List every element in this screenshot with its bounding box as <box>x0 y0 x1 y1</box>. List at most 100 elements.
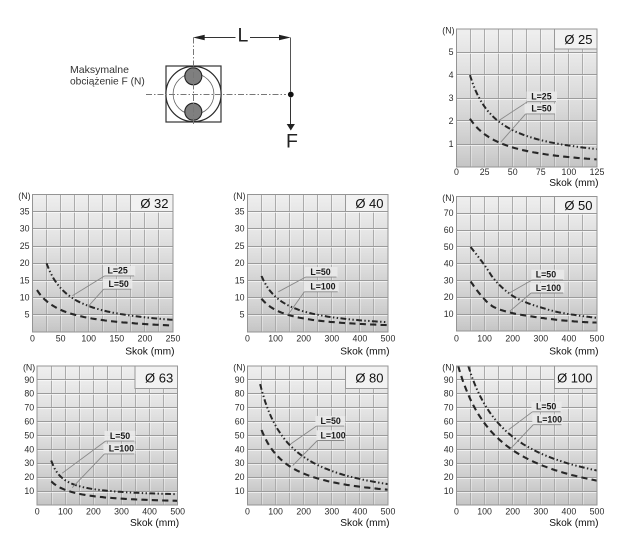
svg-text:(N): (N) <box>233 363 245 373</box>
svg-text:100: 100 <box>268 334 283 344</box>
svg-text:Skok (mm): Skok (mm) <box>549 178 598 189</box>
svg-text:4: 4 <box>449 70 454 80</box>
svg-text:Skok (mm): Skok (mm) <box>340 346 389 357</box>
svg-text:Skok (mm): Skok (mm) <box>340 518 389 529</box>
svg-text:100: 100 <box>81 334 96 344</box>
svg-text:25: 25 <box>235 241 245 251</box>
svg-text:(N): (N) <box>18 191 30 201</box>
svg-text:500: 500 <box>381 334 396 344</box>
svg-text:(N): (N) <box>233 191 245 201</box>
svg-text:30: 30 <box>235 458 245 468</box>
svg-text:80: 80 <box>235 389 245 399</box>
svg-text:250: 250 <box>166 334 181 344</box>
svg-text:L=25: L=25 <box>531 92 551 102</box>
svg-text:70: 70 <box>235 403 245 413</box>
svg-text:20: 20 <box>235 258 245 268</box>
svg-text:200: 200 <box>296 334 311 344</box>
svg-text:30: 30 <box>444 275 454 285</box>
svg-text:35: 35 <box>235 207 245 217</box>
svg-text:500: 500 <box>170 507 185 517</box>
svg-text:100: 100 <box>58 507 73 517</box>
svg-text:20: 20 <box>444 292 454 302</box>
svg-text:L=50: L=50 <box>321 416 341 426</box>
svg-text:50: 50 <box>24 430 34 440</box>
svg-text:15: 15 <box>20 275 30 285</box>
svg-text:20: 20 <box>24 472 34 482</box>
svg-text:2: 2 <box>449 116 454 126</box>
svg-text:60: 60 <box>24 417 34 427</box>
svg-text:25: 25 <box>480 167 490 177</box>
svg-text:(N): (N) <box>23 363 35 373</box>
svg-text:60: 60 <box>444 225 454 235</box>
svg-text:300: 300 <box>533 334 548 344</box>
svg-text:10: 10 <box>235 486 245 496</box>
svg-text:300: 300 <box>533 507 548 517</box>
svg-text:L=25: L=25 <box>108 266 128 276</box>
svg-text:150: 150 <box>109 334 124 344</box>
svg-text:L=50: L=50 <box>536 270 556 280</box>
svg-text:30: 30 <box>24 458 34 468</box>
svg-text:Ø 40: Ø 40 <box>355 196 383 211</box>
svg-text:Ø 50: Ø 50 <box>564 198 592 213</box>
svg-text:80: 80 <box>444 389 454 399</box>
svg-text:Maksymalne: Maksymalne <box>70 64 129 76</box>
svg-text:15: 15 <box>235 275 245 285</box>
svg-text:200: 200 <box>138 334 153 344</box>
svg-text:100: 100 <box>477 334 492 344</box>
svg-text:400: 400 <box>142 507 157 517</box>
svg-text:300: 300 <box>324 507 339 517</box>
svg-text:5: 5 <box>449 47 454 57</box>
svg-text:0: 0 <box>30 334 35 344</box>
svg-text:40: 40 <box>444 259 454 269</box>
svg-text:200: 200 <box>86 507 101 517</box>
svg-text:0: 0 <box>245 334 250 344</box>
svg-text:Ø 25: Ø 25 <box>564 32 592 47</box>
svg-text:10: 10 <box>24 486 34 496</box>
svg-text:50: 50 <box>508 167 518 177</box>
svg-text:L=100: L=100 <box>109 444 134 454</box>
svg-text:400: 400 <box>562 334 577 344</box>
svg-text:300: 300 <box>324 334 339 344</box>
svg-text:300: 300 <box>114 507 129 517</box>
svg-text:10: 10 <box>444 309 454 319</box>
svg-text:(N): (N) <box>442 26 454 36</box>
svg-text:100: 100 <box>477 507 492 517</box>
svg-text:400: 400 <box>353 507 368 517</box>
svg-text:10: 10 <box>444 486 454 496</box>
svg-text:L=50: L=50 <box>310 267 330 277</box>
svg-text:25: 25 <box>20 241 30 251</box>
svg-text:50: 50 <box>444 430 454 440</box>
svg-text:Ø 100: Ø 100 <box>557 371 592 386</box>
svg-text:L=100: L=100 <box>537 415 562 425</box>
svg-text:40: 40 <box>444 444 454 454</box>
svg-text:30: 30 <box>444 458 454 468</box>
svg-text:500: 500 <box>590 507 605 517</box>
svg-text:70: 70 <box>24 403 34 413</box>
svg-text:125: 125 <box>590 167 605 177</box>
svg-text:70: 70 <box>444 403 454 413</box>
svg-text:L=100: L=100 <box>536 283 561 293</box>
svg-text:5: 5 <box>25 310 30 320</box>
svg-text:20: 20 <box>444 472 454 482</box>
svg-text:Ø 32: Ø 32 <box>140 196 168 211</box>
svg-text:Skok (mm): Skok (mm) <box>549 346 598 357</box>
svg-text:5: 5 <box>240 310 245 320</box>
svg-text:10: 10 <box>235 293 245 303</box>
svg-text:500: 500 <box>381 507 396 517</box>
svg-text:obciążenie F (N): obciążenie F (N) <box>70 77 145 88</box>
svg-text:50: 50 <box>56 334 66 344</box>
svg-text:L=50: L=50 <box>109 279 129 289</box>
svg-text:60: 60 <box>444 417 454 427</box>
svg-text:80: 80 <box>24 389 34 399</box>
svg-text:200: 200 <box>296 507 311 517</box>
svg-text:60: 60 <box>235 417 245 427</box>
svg-text:Ø 80: Ø 80 <box>355 371 383 386</box>
svg-text:0: 0 <box>454 167 459 177</box>
svg-text:500: 500 <box>590 334 605 344</box>
svg-text:200: 200 <box>505 507 520 517</box>
svg-text:90: 90 <box>444 375 454 385</box>
svg-text:10: 10 <box>20 293 30 303</box>
svg-text:90: 90 <box>24 375 34 385</box>
svg-text:20: 20 <box>235 472 245 482</box>
svg-text:75: 75 <box>536 167 546 177</box>
